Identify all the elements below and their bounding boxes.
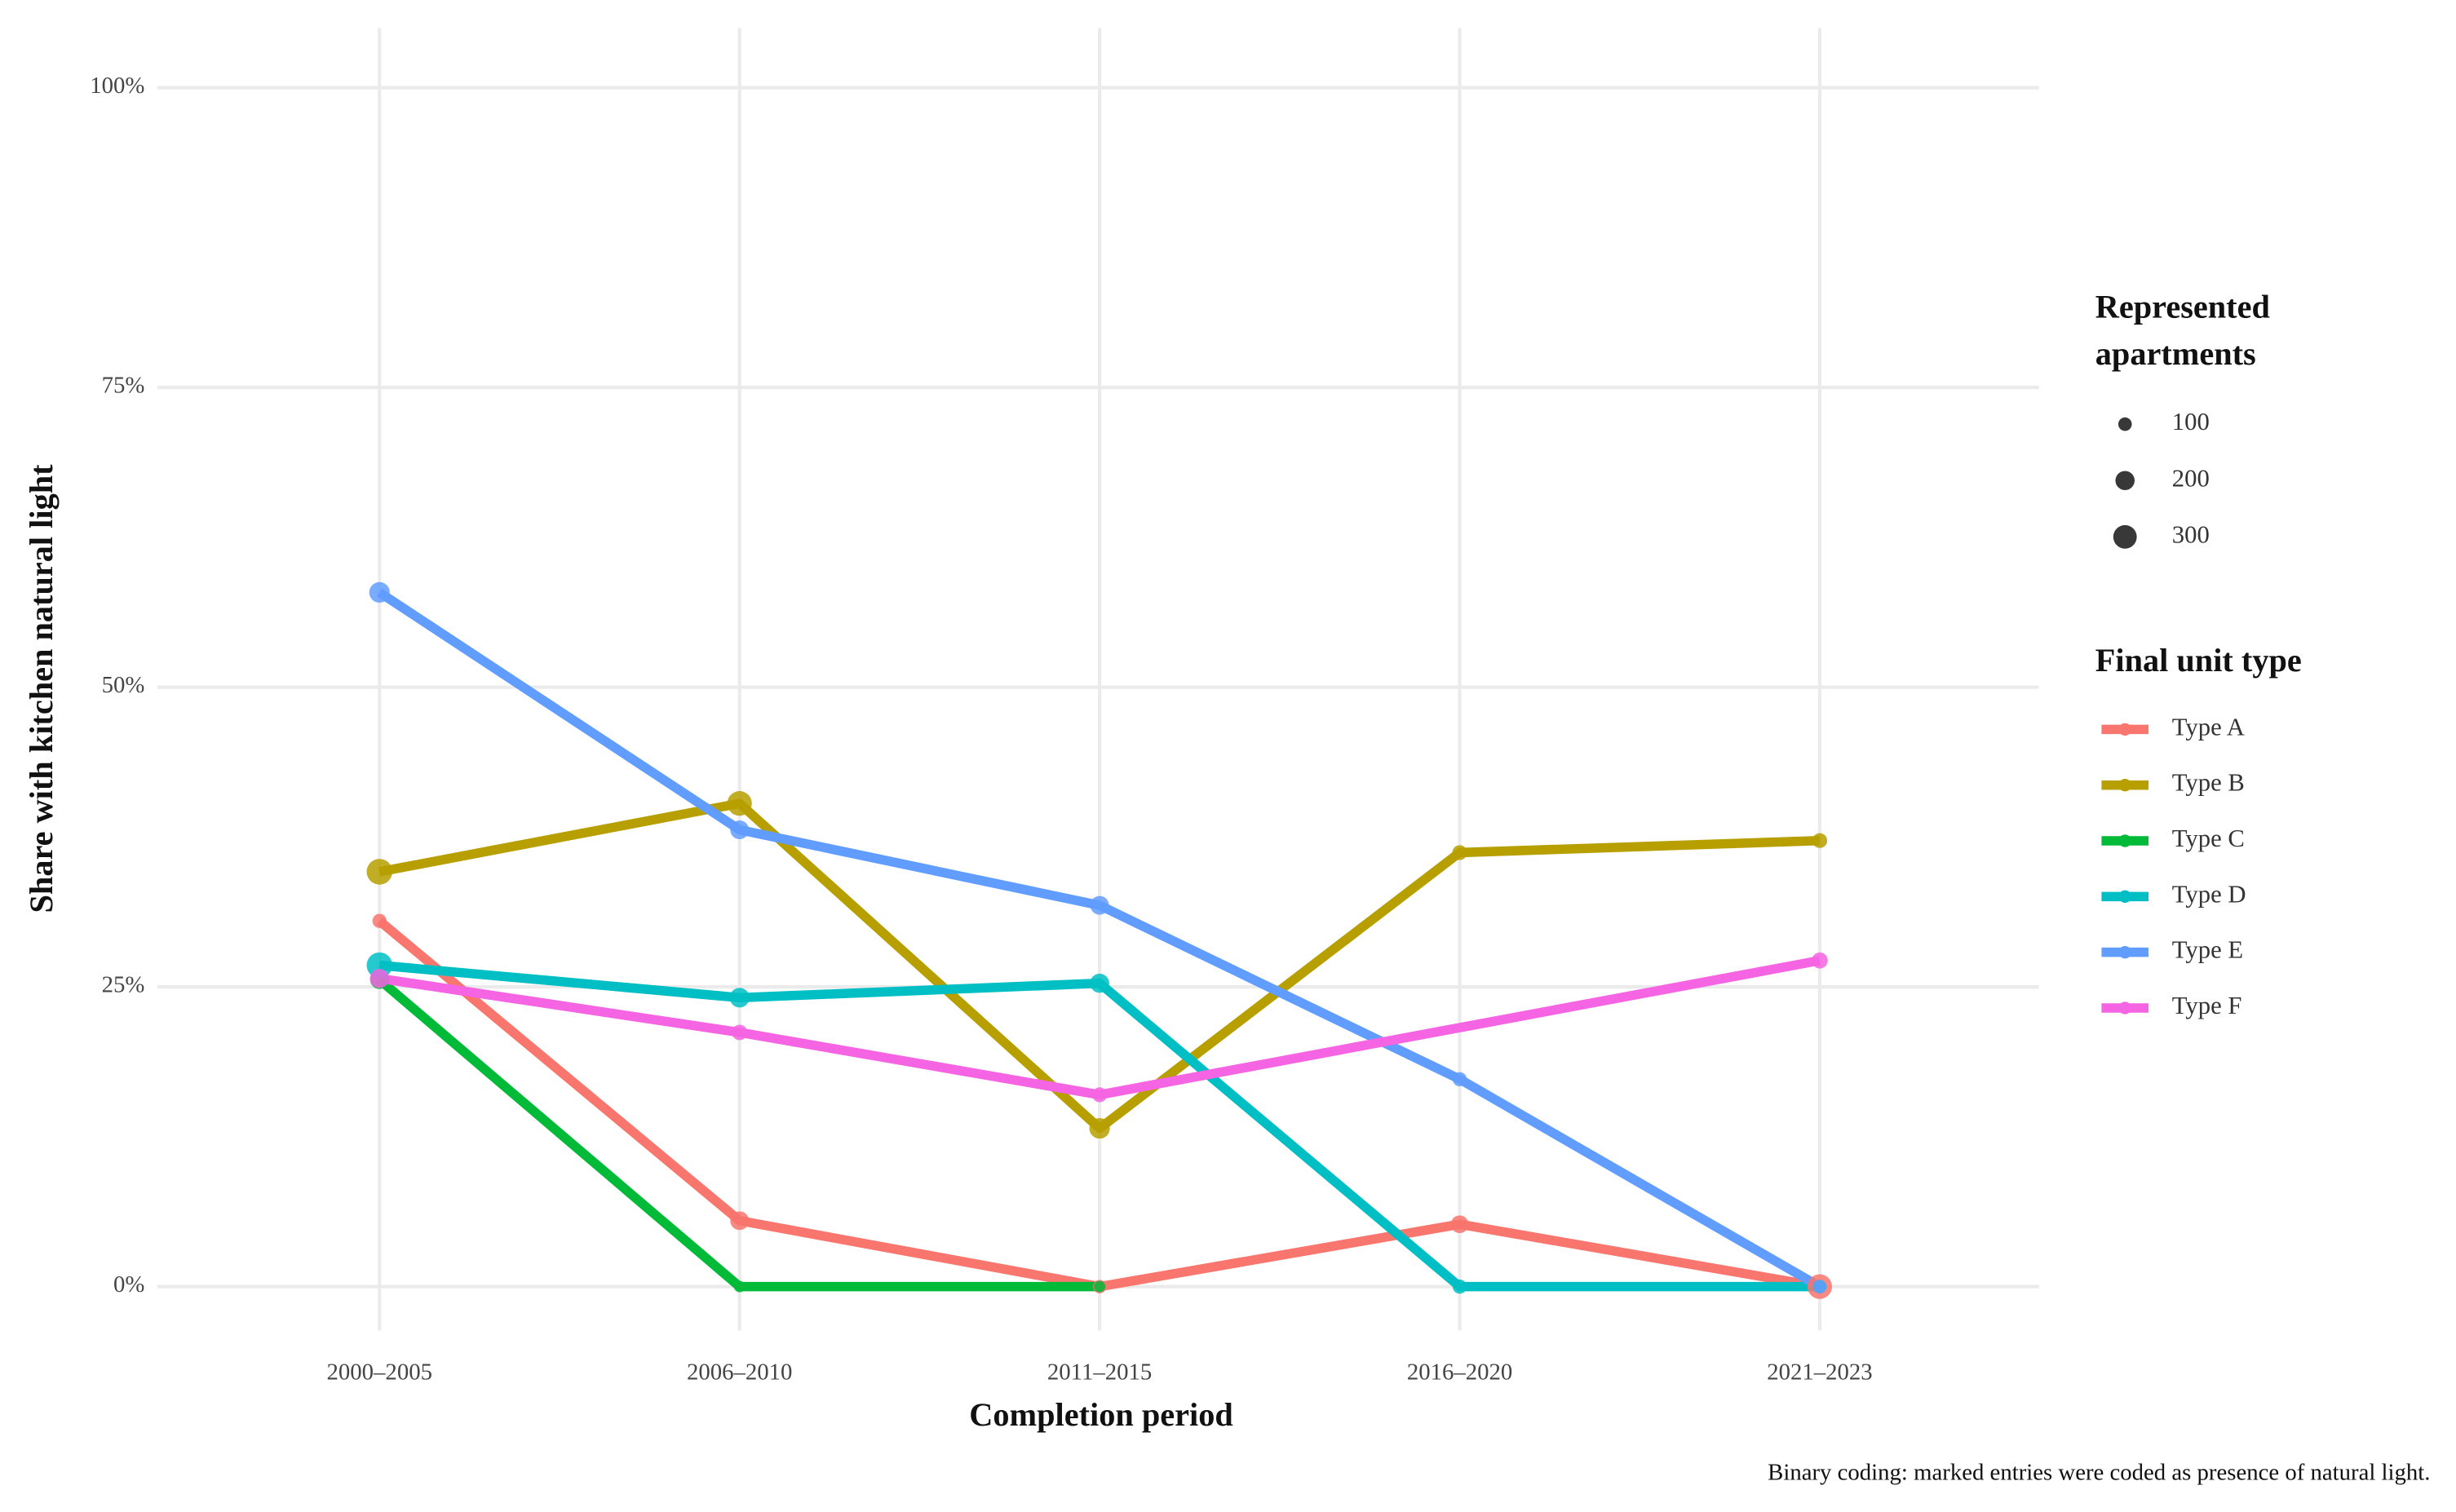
legend-key — [2118, 1001, 2131, 1015]
size-legend-key — [2115, 471, 2135, 490]
point — [1812, 952, 1828, 969]
plot — [366, 581, 1833, 1299]
grid: 0% 25% 50% 75% 100% 2000–2005 2006–2010 2011–20… — [90, 28, 2039, 1386]
x-tick-label: 2000–2005 — [327, 1359, 432, 1386]
color-legend-title: Final unit type — [2095, 642, 2302, 679]
point — [732, 1024, 748, 1041]
point — [1090, 895, 1109, 915]
x-tick-label: 2011–2015 — [1047, 1359, 1152, 1386]
point — [1092, 1087, 1108, 1103]
size-legend-title: apartments — [2095, 335, 2256, 372]
legend-label: Type B — [2172, 769, 2245, 797]
legend-label: Type C — [2172, 825, 2245, 852]
point — [1812, 1280, 1827, 1293]
point — [369, 581, 390, 603]
legend-label: Type A — [2172, 713, 2245, 741]
legend-label: Type E — [2172, 936, 2243, 964]
point — [1450, 1215, 1469, 1234]
legend-key — [2118, 890, 2131, 904]
y-tick-label: 75% — [102, 373, 145, 399]
y-tick-label: 50% — [102, 672, 145, 698]
x-tick-label: 2016–2020 — [1407, 1359, 1512, 1386]
size-legend-key — [2113, 524, 2137, 549]
size-legend-key — [2117, 417, 2132, 431]
point — [370, 969, 390, 988]
point — [1452, 1279, 1467, 1294]
size-legend-label: 100 — [2172, 408, 2210, 435]
legend-key — [2118, 779, 2131, 792]
y-axis-title: Share with kitchen natural light — [23, 464, 60, 913]
point — [729, 988, 750, 1008]
legend: 100 200 300 Type A Type B Type C Type D Type E T… — [2101, 408, 2246, 1019]
size-legend-label: 300 — [2172, 520, 2210, 548]
caption: Binary coding: marked entries were coded… — [1768, 1460, 2430, 1486]
legend-label: Type F — [2172, 992, 2242, 1019]
legend-key — [2118, 834, 2131, 847]
legend-key — [2118, 945, 2131, 959]
point — [1452, 1072, 1467, 1087]
series-line — [378, 956, 1821, 1100]
y-tick-label: 0% — [113, 1271, 144, 1298]
point — [1812, 833, 1828, 848]
y-tick-label: 100% — [90, 73, 144, 99]
size-legend-title: Represented — [2095, 288, 2270, 325]
x-tick-label: 2021–2023 — [1767, 1359, 1872, 1386]
point — [1452, 845, 1467, 860]
x-axis-title: Completion period — [969, 1396, 1233, 1433]
point — [1094, 1280, 1106, 1293]
y-tick-label: 25% — [102, 972, 145, 998]
point — [727, 791, 752, 816]
x-tick-label: 2006–2010 — [687, 1359, 792, 1386]
point — [366, 859, 393, 885]
point — [372, 913, 387, 928]
point — [730, 1211, 750, 1231]
legend-key — [2118, 723, 2131, 736]
size-legend-label: 200 — [2172, 464, 2210, 492]
point — [1090, 973, 1109, 993]
point — [1089, 1117, 1110, 1139]
point — [730, 820, 750, 839]
legend-label: Type D — [2172, 880, 2246, 908]
point — [733, 1280, 746, 1293]
